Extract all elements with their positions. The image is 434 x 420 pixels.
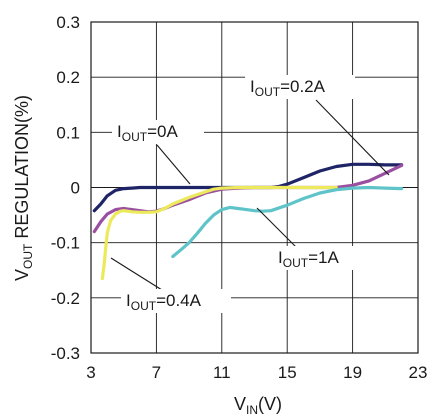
x-tick-label: 3	[86, 363, 95, 382]
ann-04a-label-bg	[121, 289, 231, 313]
annotation-labels: IOUT=0A IOUT=0.2A IOUT=1A IOUT=0.4A	[112, 75, 363, 313]
series-line-3	[171, 185, 404, 259]
y-tick-label: 0	[71, 179, 80, 198]
x-tick-label: 11	[213, 363, 231, 382]
x-tick-label: 19	[343, 363, 362, 382]
y-tick-label: -0.2	[51, 289, 80, 308]
y-tick-label: 0.1	[56, 123, 80, 142]
y-tick-label: -0.1	[51, 234, 80, 253]
y-axis-title: VOUT REGULATION(%)	[12, 95, 35, 281]
y-tick-label: 0.3	[56, 13, 80, 32]
y-tick-labels: 0.3 0.2 0.1 0 -0.1 -0.2 -0.3	[51, 13, 80, 363]
ann-0a-label: IOUT=0A	[117, 122, 178, 144]
ann-1a-label: IOUT=1A	[278, 248, 339, 270]
y-axis-title-main: V	[12, 269, 32, 281]
x-axis-title: VIN(V)	[234, 394, 282, 417]
x-tick-label: 15	[278, 363, 297, 382]
y-axis-title-rest: REGULATION(%)	[12, 95, 32, 244]
ann-02a-leader	[315, 99, 390, 176]
y-tick-label: 0.2	[56, 68, 80, 87]
annotation-leaders	[110, 99, 390, 291]
series-line-2	[100, 185, 338, 281]
ann-0a-label-bg	[112, 120, 204, 144]
x-tick-label: 23	[409, 363, 428, 382]
ann-04a-leader	[110, 257, 163, 291]
ann-04a-label: IOUT=0.4A	[126, 291, 202, 313]
y-axis-title-sub: OUT	[21, 243, 35, 269]
series-layer	[92, 162, 404, 281]
x-axis-title-unit: (V)	[258, 394, 282, 414]
ann-1a-leader	[256, 207, 297, 248]
x-axis-title-main: V	[234, 394, 246, 414]
ann-02a-label: IOUT=0.2A	[250, 77, 326, 99]
series-line-1	[92, 163, 404, 234]
ann-0a-leader	[156, 144, 191, 185]
x-tick-label: 7	[152, 363, 161, 382]
y-tick-label: -0.3	[51, 344, 80, 363]
x-tick-labels: 3 7 11 15 19 23	[86, 363, 427, 382]
ann-02a-label-bg	[245, 75, 355, 99]
ann-1a-label-bg	[273, 246, 363, 270]
plot-frame	[90, 21, 419, 354]
x-axis-title-sub: IN	[246, 403, 258, 417]
